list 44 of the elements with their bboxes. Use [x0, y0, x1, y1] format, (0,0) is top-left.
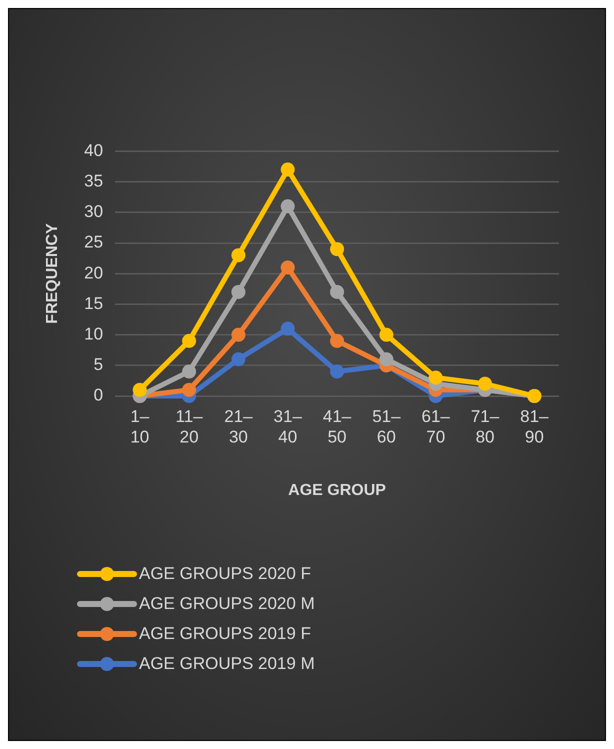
point [330, 242, 344, 256]
point [280, 322, 295, 336]
point [330, 334, 344, 348]
point [330, 364, 344, 379]
x-tick-label: 71–80 [470, 406, 500, 446]
point [182, 334, 196, 348]
x-tick-label: 1–10 [130, 406, 150, 446]
point [231, 248, 246, 262]
x-tick-label: 61–70 [422, 406, 450, 446]
legend-label: AGE GROUPS 2020 M [139, 594, 315, 614]
x-axis-title: AGE GROUP [288, 482, 386, 499]
point [182, 382, 196, 397]
y-tick-label: 25 [84, 232, 104, 252]
point [182, 364, 196, 379]
x-tick-label: 81–90 [520, 406, 550, 446]
point [428, 370, 443, 385]
point [379, 328, 394, 342]
y-axis-title: FREQUENCY [44, 223, 62, 324]
x-tick-label: 11–20 [176, 406, 204, 446]
point [330, 284, 344, 299]
y-tick-label: 20 [84, 263, 104, 282]
point [379, 352, 394, 366]
point [231, 284, 246, 299]
point [280, 260, 295, 274]
point [231, 352, 246, 366]
point [280, 199, 295, 214]
y-tick-label: 5 [94, 355, 104, 374]
x-tick-label: 21–30 [224, 406, 254, 446]
x-tick-label: 51–60 [372, 406, 402, 446]
point [231, 328, 246, 342]
point [280, 162, 295, 177]
y-tick-label: 35 [84, 171, 104, 190]
point [478, 376, 492, 391]
y-tick-label: 30 [84, 202, 104, 222]
x-tick-label: 41–50 [322, 406, 352, 446]
legend-label: AGE GROUPS 2019 M [139, 654, 315, 674]
y-tick-label: 0 [94, 386, 104, 405]
x-tick-label: 31–40 [274, 406, 302, 446]
y-tick-label: 10 [84, 324, 104, 344]
legend-label: AGE GROUPS 2019 F [139, 624, 311, 644]
y-tick-label: 40 [84, 140, 104, 160]
y-tick-label: 15 [84, 294, 104, 313]
point [132, 382, 147, 397]
legend-label: AGE GROUPS 2020 F [139, 564, 311, 584]
